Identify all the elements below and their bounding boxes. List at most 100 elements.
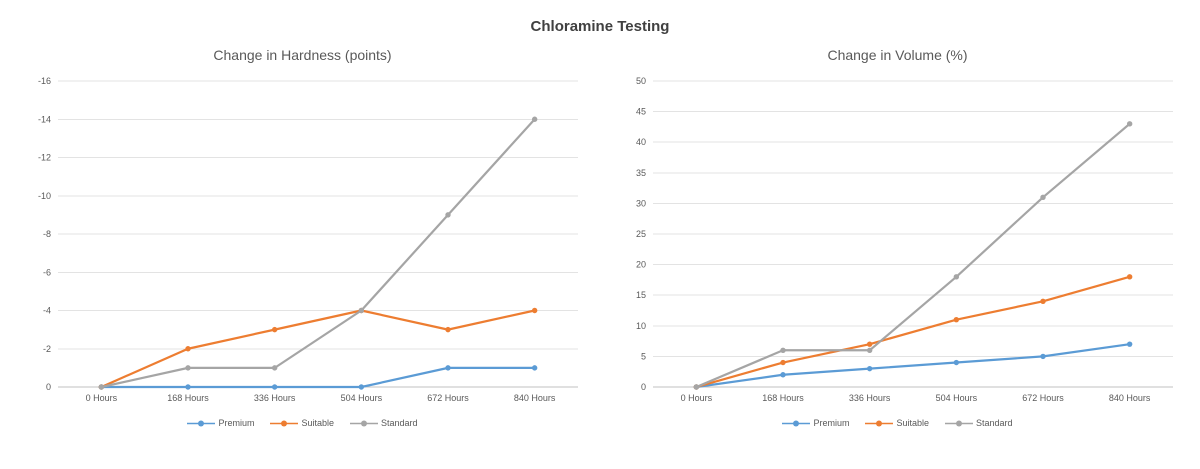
data-point-premium [1126, 341, 1132, 347]
legend-item-suitable: Suitable [865, 418, 929, 428]
series-line-premium [694, 343, 1131, 389]
legend-dot [876, 420, 883, 426]
data-point-standard [444, 212, 451, 218]
series-line-standard [99, 118, 536, 389]
legend-label: Premium [813, 418, 850, 428]
y-tick-label: -4 [42, 306, 50, 316]
data-point-suitable [953, 316, 959, 323]
hardness-chart-title: Change in Hardness (points) [213, 47, 392, 63]
hardness-chart-legend: Premium Suitable Standard [187, 415, 418, 431]
y-tick-label: -10 [37, 191, 50, 201]
data-point-premium [444, 365, 451, 371]
x-axis-label: 0 Hours [85, 393, 117, 403]
x-axis-label: 504 Hours [935, 393, 977, 403]
data-point-standard [98, 384, 104, 390]
x-axis-label: 504 Hours [340, 393, 382, 403]
x-axis-label: 672 Hours [427, 393, 469, 403]
legend-label: Premium [218, 418, 255, 428]
x-axis-label: 168 Hours [762, 393, 804, 403]
legend-line-marker-icon [187, 420, 216, 426]
series-line-suitable [694, 275, 1131, 389]
y-tick-label: -12 [37, 153, 50, 163]
data-point-standard [866, 347, 872, 353]
data-point-standard [1126, 121, 1132, 127]
y-tick-label: 20 [635, 260, 645, 270]
data-point-standard [779, 347, 786, 353]
data-point-standard [693, 384, 699, 390]
x-axis-label: 672 Hours [1022, 393, 1064, 403]
data-point-suitable [866, 341, 872, 347]
legend-label: Suitable [896, 418, 929, 428]
data-point-standard [184, 365, 191, 371]
data-point-suitable [1039, 298, 1046, 305]
data-point-premium [866, 365, 872, 372]
legend-label: Standard [976, 418, 1013, 428]
legend-item-suitable: Suitable [270, 418, 334, 428]
volume-chart-legend: Premium Suitable Standard [782, 415, 1013, 431]
data-point-suitable [1126, 274, 1132, 280]
charts-row: Change in Hardness (points) 0 -2 -4 -6 -8 -10… [0, 47, 1200, 431]
legend-item-standard: Standard [350, 418, 418, 428]
x-axis-label: 336 Hours [253, 393, 295, 403]
y-tick-label: -8 [42, 229, 50, 239]
x-axis-label: 840 Hours [1108, 393, 1150, 403]
legend-label: Suitable [301, 418, 334, 428]
legend-line-marker-icon [782, 420, 811, 426]
series-line-premium [99, 366, 536, 389]
y-tick-label: 25 [635, 229, 645, 239]
y-tick-label: 40 [635, 137, 645, 147]
legend-line-marker-icon [865, 420, 894, 426]
page-title: Chloramine Testing [530, 18, 670, 35]
y-tick-label: -6 [42, 267, 50, 277]
data-point-premium [531, 365, 537, 371]
volume-chart-title: Change in Volume (%) [827, 47, 968, 63]
data-point-standard [531, 116, 537, 122]
data-point-premium [358, 384, 364, 390]
legend-item-premium: Premium [782, 418, 849, 428]
legend-item-premium: Premium [187, 418, 254, 428]
series-line-suitable [99, 309, 536, 389]
legend-dot [198, 420, 205, 426]
data-point-suitable [184, 346, 191, 352]
series-line-standard [694, 122, 1131, 389]
legend-line-marker-icon [350, 420, 378, 426]
data-point-standard [1039, 194, 1046, 200]
data-point-suitable [779, 359, 786, 366]
y-tick-label: 30 [635, 198, 645, 208]
y-tick-label: 50 [635, 76, 645, 86]
y-tick-label: 35 [635, 168, 645, 178]
volume-chart-panel: Change in Volume (%) 0 5 10 15 20 25 30 35 40 45 5… [605, 47, 1190, 431]
y-tick-label: 5 [640, 351, 645, 361]
y-tick-label: 45 [635, 107, 645, 117]
x-axis-label: 840 Hours [513, 393, 555, 403]
data-point-premium [1039, 353, 1046, 360]
y-tick-label: 0 [45, 382, 50, 392]
y-tick-label: -16 [37, 76, 50, 86]
volume-chart-plot: 0 5 10 15 20 25 30 35 40 45 50 0 Hours 168 Hours 336 … [635, 76, 1173, 403]
hardness-chart-panel: Change in Hardness (points) 0 -2 -4 -6 -8 -10… [10, 47, 595, 431]
legend-line-marker-icon [270, 420, 299, 426]
x-axis-label: 168 Hours [167, 393, 209, 403]
data-point-premium [271, 384, 277, 390]
x-axis-label: 336 Hours [848, 393, 890, 403]
data-point-premium [779, 372, 786, 378]
data-point-standard [358, 307, 364, 314]
hardness-chart-plot: 0 -2 -4 -6 -8 -10 -12 -14 -16 0 Hours 168 Hours 336… [37, 76, 578, 403]
data-point-standard [953, 274, 959, 280]
y-tick-label: 0 [640, 382, 645, 392]
y-tick-label: -14 [37, 114, 50, 124]
legend-dot [361, 420, 367, 426]
legend-line-marker-icon [945, 420, 973, 426]
legend-label: Standard [381, 418, 418, 428]
legend-dot [793, 420, 800, 426]
data-point-suitable [271, 326, 277, 333]
legend-dot [956, 420, 962, 426]
data-point-standard [271, 365, 277, 371]
legend-dot [281, 420, 288, 426]
y-tick-label: -2 [42, 344, 50, 354]
data-point-premium [184, 384, 191, 390]
data-point-suitable [444, 326, 451, 333]
y-tick-label: 15 [635, 290, 645, 300]
legend-item-standard: Standard [945, 418, 1013, 428]
y-tick-label: 10 [635, 321, 645, 331]
